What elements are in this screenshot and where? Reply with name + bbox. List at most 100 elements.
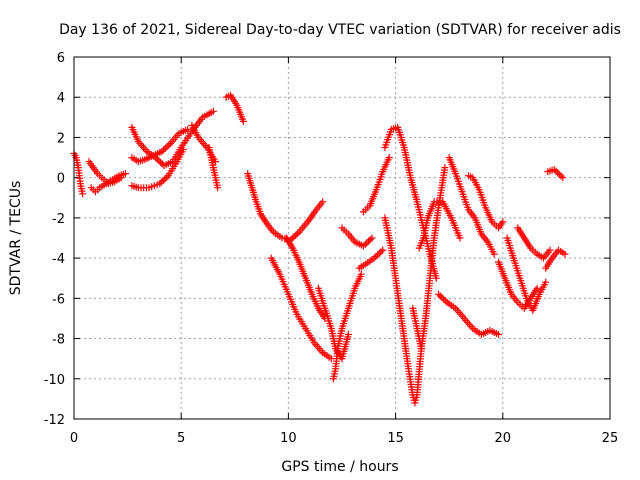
data-point (379, 246, 387, 254)
x-tick-label: 10 (280, 431, 297, 446)
data-point (163, 173, 171, 181)
y-tick-label: -12 (44, 413, 65, 428)
y-tick-label: -8 (52, 333, 65, 348)
data-point (288, 234, 296, 242)
series-arc26 (503, 234, 550, 314)
series-arc04 (128, 107, 217, 170)
data-points (70, 91, 569, 407)
data-point (357, 270, 365, 278)
data-point (435, 290, 442, 298)
series-arc16 (359, 154, 393, 216)
data-point (495, 331, 502, 338)
y-tick-label: -6 (52, 292, 65, 307)
data-point (440, 295, 448, 303)
data-point (561, 250, 569, 258)
series-arc03 (87, 170, 129, 196)
data-point (550, 166, 558, 174)
y-tick-label: 2 (57, 131, 65, 146)
data-point (155, 157, 163, 165)
x-tick-label: 25 (602, 431, 619, 446)
data-point (557, 172, 565, 180)
data-point (344, 331, 352, 338)
data-point (554, 169, 562, 177)
y-tick-label: 6 (57, 51, 65, 66)
y-tick-label: -4 (52, 252, 65, 267)
data-point (363, 239, 371, 247)
series-arc05 (128, 125, 192, 166)
data-point (79, 190, 87, 198)
series-arc11 (267, 254, 335, 363)
series-arc24 (465, 172, 507, 232)
y-tick-label: 4 (57, 91, 65, 106)
data-point (542, 278, 550, 286)
data-point (292, 231, 300, 239)
data-point (158, 148, 166, 155)
series-arc15 (338, 224, 376, 250)
chart-title: Day 136 of 2021, Sidereal Day-to-day VTE… (59, 22, 621, 38)
data-point (290, 233, 298, 241)
data-point (490, 250, 498, 258)
x-tick-label: 0 (70, 431, 78, 446)
data-point (159, 177, 167, 184)
data-point (438, 294, 446, 301)
series-arc09 (222, 91, 247, 125)
y-tick-label: -2 (52, 212, 65, 227)
y-tick-label: -10 (44, 373, 65, 388)
grid (74, 57, 610, 419)
data-point (546, 246, 554, 254)
data-point (385, 154, 393, 162)
series-arc14 (329, 270, 365, 383)
series-arc10 (244, 170, 327, 244)
data-point (209, 107, 217, 115)
data-point (432, 274, 440, 282)
data-point (165, 141, 173, 149)
plot-border (73, 56, 611, 420)
series-arc01 (70, 150, 87, 198)
data-point (239, 117, 247, 125)
data-point (293, 230, 301, 238)
data-point (365, 237, 373, 245)
series-arc28 (542, 246, 569, 272)
data-point (499, 218, 507, 226)
series-arc22 (445, 154, 498, 258)
y-tick-label: 0 (57, 172, 65, 187)
series-arc19 (381, 214, 425, 407)
data-point (372, 253, 380, 260)
y-axis-label: SDTVAR / TECUs (8, 181, 24, 296)
data-point (552, 167, 560, 175)
data-point (361, 240, 369, 248)
data-point (375, 249, 383, 257)
data-point (319, 198, 327, 206)
data-point (555, 170, 563, 178)
data-point (441, 297, 449, 305)
data-point (156, 180, 164, 188)
series-arc20 (409, 164, 449, 353)
x-axis-label: GPS time / hours (281, 459, 398, 475)
data-point (366, 236, 374, 244)
data-point (374, 251, 382, 259)
data-point (368, 234, 376, 242)
series-arc13 (314, 284, 352, 363)
data-point (370, 254, 378, 262)
data-point (456, 234, 464, 242)
data-point (533, 284, 541, 292)
series-arc08 (205, 144, 222, 192)
series-arc27 (514, 224, 554, 262)
data-point (377, 248, 385, 256)
data-point (441, 164, 449, 172)
series-arc06 (128, 146, 187, 192)
series-arc21 (415, 198, 464, 252)
x-tick-label: 5 (177, 431, 185, 446)
series-arc23 (435, 290, 502, 338)
x-tick-label: 20 (495, 431, 512, 446)
data-point (122, 170, 129, 178)
data-point (157, 158, 165, 166)
series-arc17 (355, 246, 387, 272)
data-point (559, 174, 567, 182)
series-arc07 (188, 121, 219, 166)
data-point (214, 184, 222, 192)
data-point (158, 178, 165, 186)
data-point (160, 146, 168, 154)
data-point (436, 292, 444, 300)
